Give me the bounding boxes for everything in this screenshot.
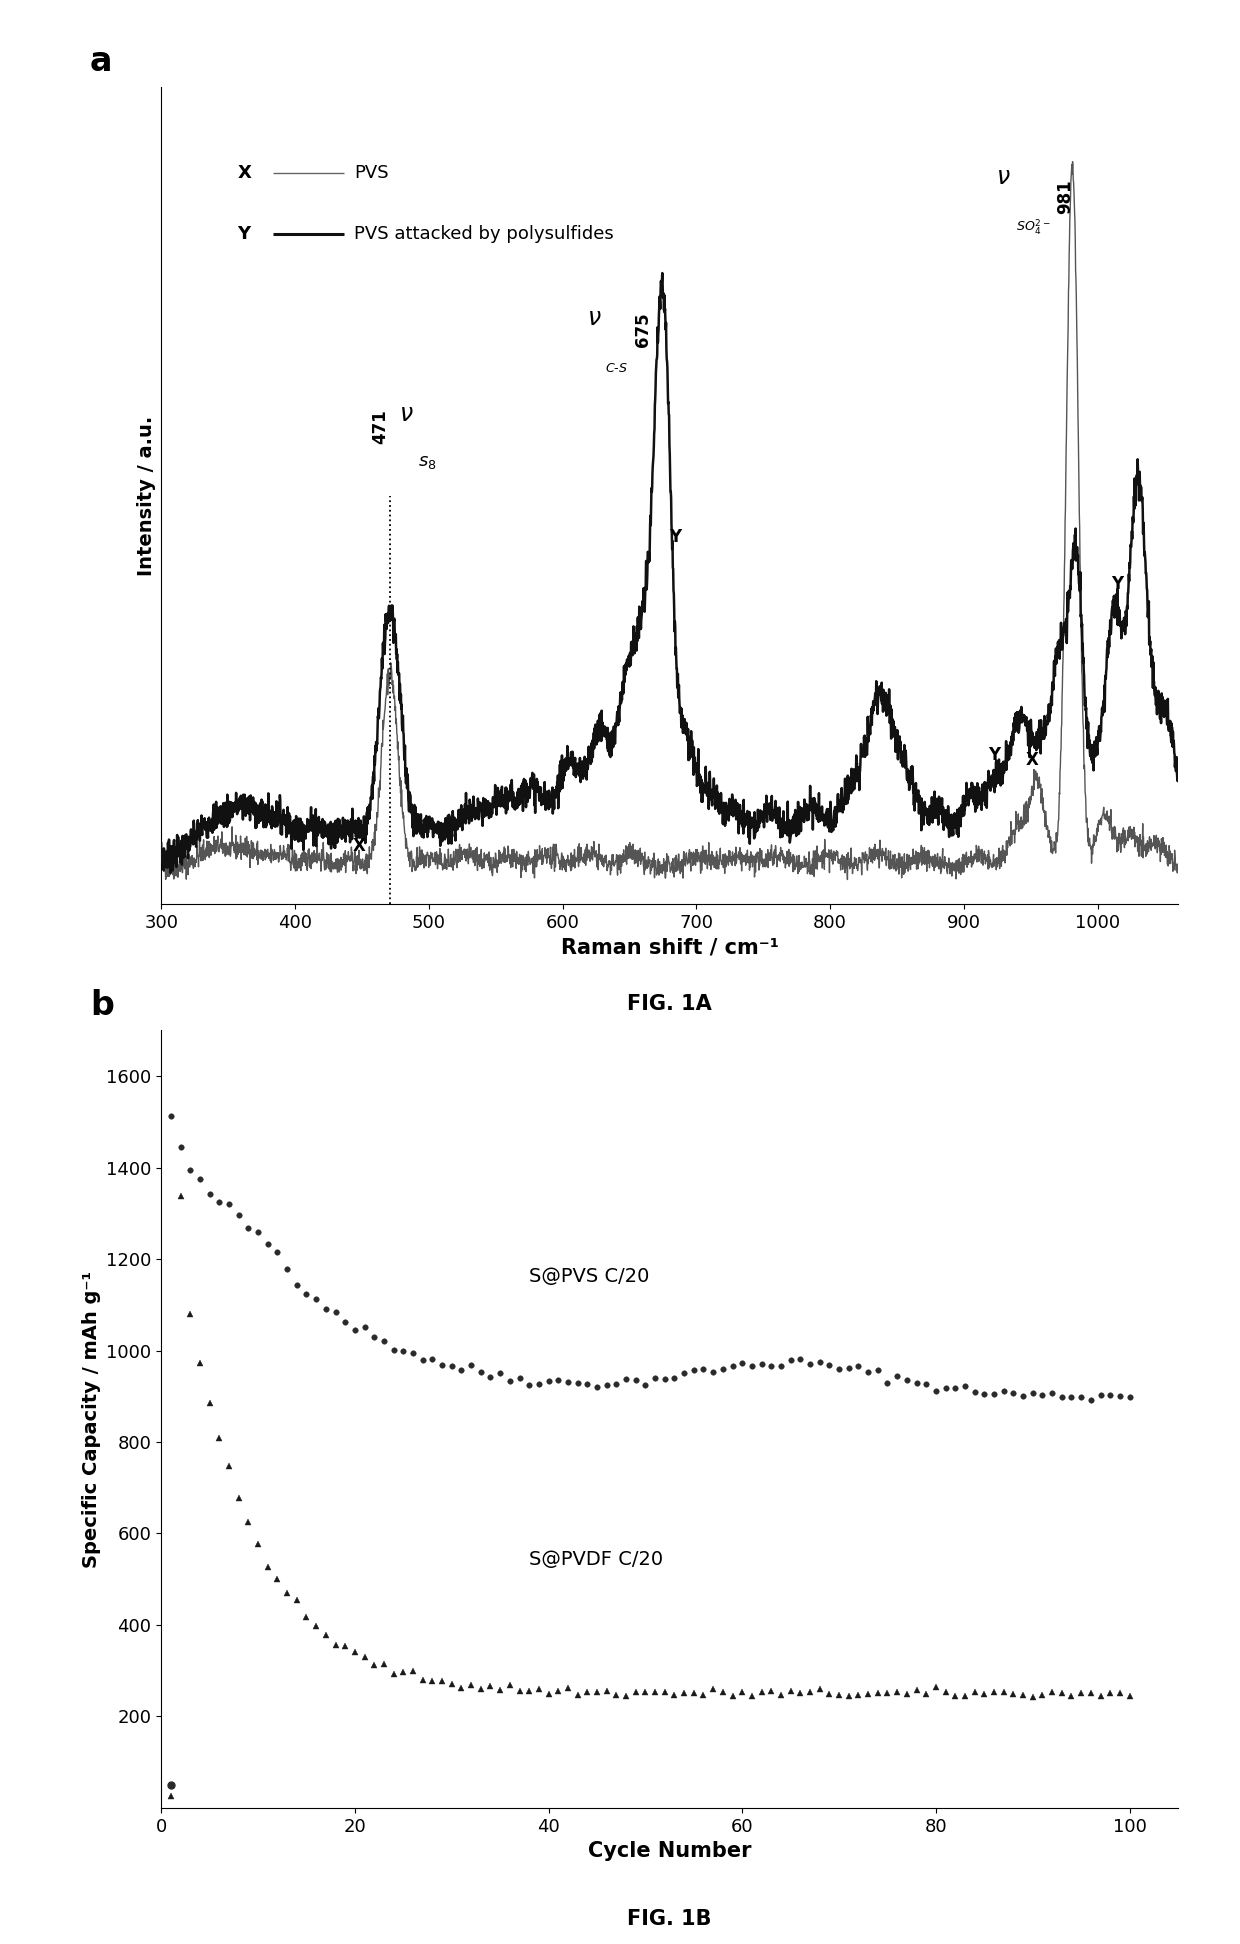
- Text: $_{SO_4^{2-}}$: $_{SO_4^{2-}}$: [1016, 218, 1052, 237]
- Text: Y: Y: [1111, 575, 1123, 593]
- Text: X: X: [1025, 750, 1038, 770]
- X-axis label: Cycle Number: Cycle Number: [588, 1841, 751, 1860]
- Text: PVS attacked by polysulfides: PVS attacked by polysulfides: [355, 226, 614, 243]
- Text: Y: Y: [238, 226, 250, 243]
- Text: X: X: [352, 838, 366, 855]
- Text: a: a: [91, 45, 113, 78]
- Text: FIG. 1A: FIG. 1A: [627, 993, 712, 1015]
- Text: $\nu$: $\nu$: [587, 305, 601, 330]
- Text: PVS: PVS: [355, 163, 389, 183]
- Text: FIG. 1B: FIG. 1B: [627, 1909, 712, 1928]
- Text: $_{C\text{-}S}$: $_{C\text{-}S}$: [605, 356, 629, 375]
- X-axis label: Raman shift / cm⁻¹: Raman shift / cm⁻¹: [560, 937, 779, 956]
- Text: 981: 981: [1056, 179, 1075, 214]
- Y-axis label: Specific Capacity / mAh g⁻¹: Specific Capacity / mAh g⁻¹: [82, 1271, 100, 1567]
- Text: $\nu$: $\nu$: [399, 402, 414, 426]
- Text: 675: 675: [634, 313, 652, 348]
- Text: $\nu$: $\nu$: [996, 165, 1011, 189]
- Text: S@PVDF C/20: S@PVDF C/20: [529, 1551, 663, 1569]
- Text: b: b: [91, 989, 114, 1023]
- Text: Y: Y: [988, 746, 1001, 764]
- Text: 471: 471: [372, 408, 389, 443]
- Text: $s_8$: $s_8$: [418, 453, 436, 470]
- Y-axis label: Intensity / a.u.: Intensity / a.u.: [136, 416, 156, 575]
- Text: Y: Y: [670, 529, 682, 546]
- Text: X: X: [238, 163, 252, 183]
- Text: S@PVS C/20: S@PVS C/20: [529, 1267, 650, 1285]
